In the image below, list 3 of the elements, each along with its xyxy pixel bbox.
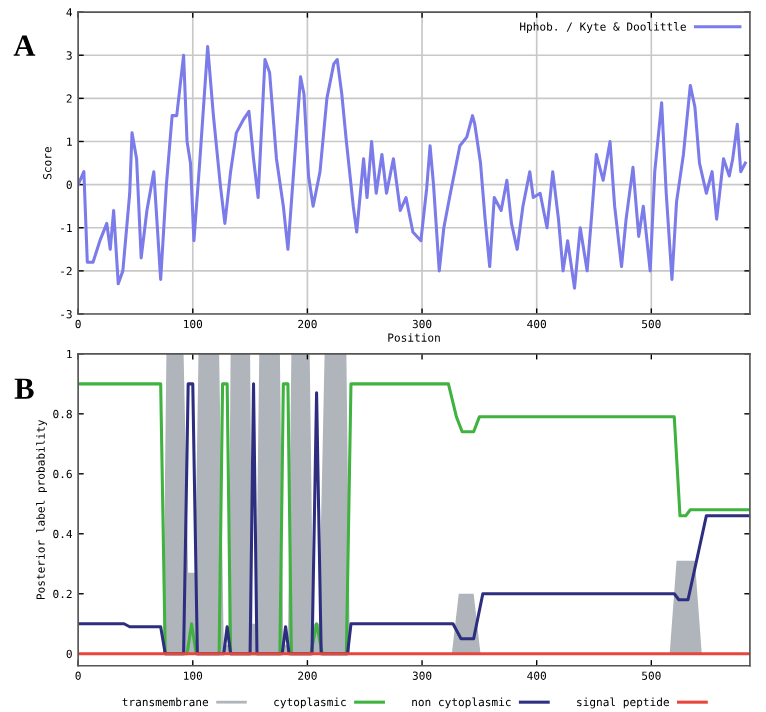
text: A (13, 35, 36, 56)
text: B (14, 378, 34, 399)
line-series (78, 45, 747, 290)
